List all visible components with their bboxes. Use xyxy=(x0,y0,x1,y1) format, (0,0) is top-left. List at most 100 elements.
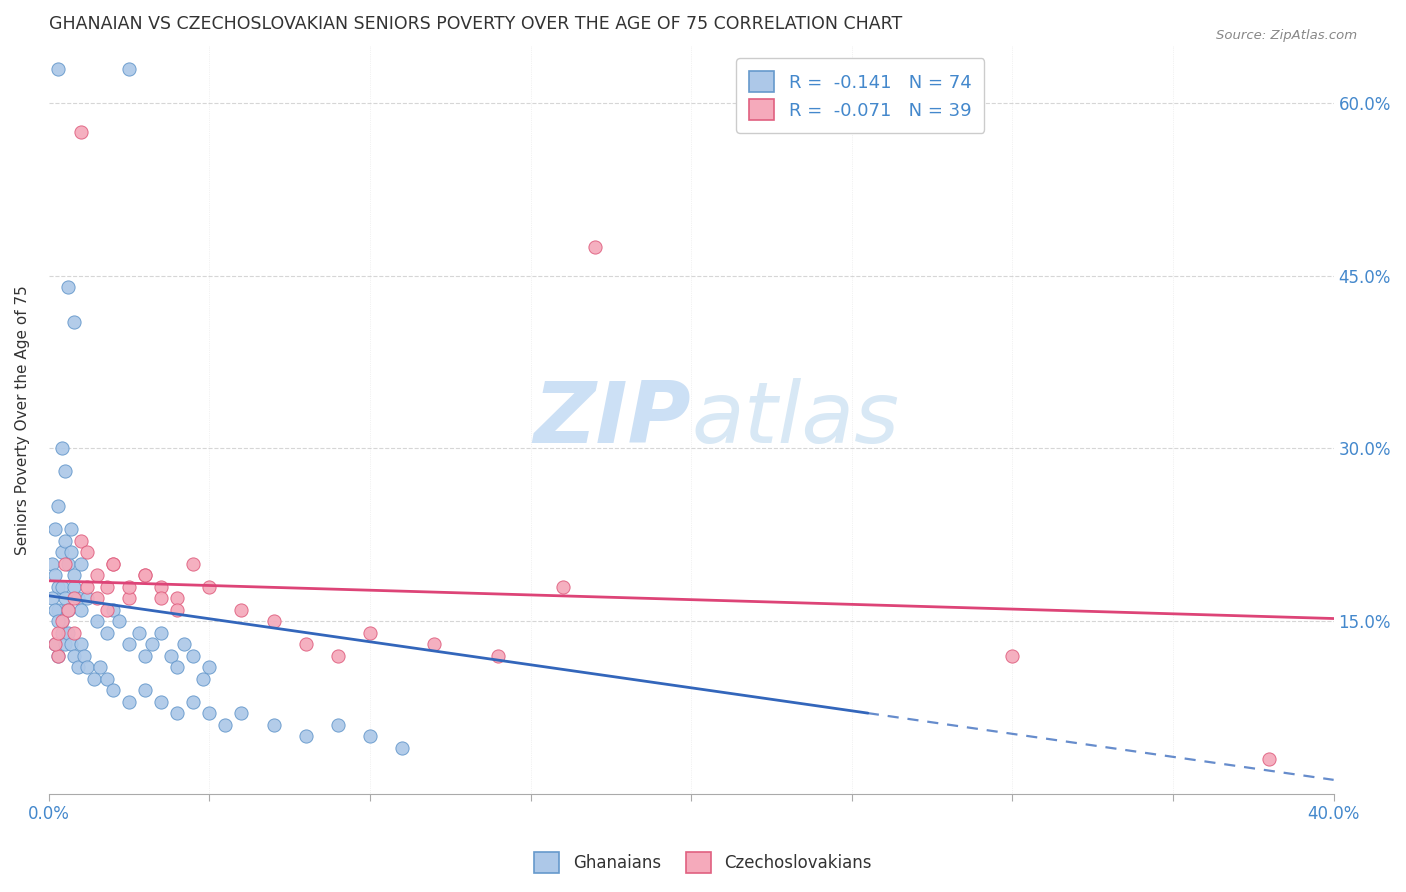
Point xyxy=(76,580,98,594)
Point xyxy=(198,580,221,594)
Point xyxy=(86,591,108,605)
Point xyxy=(108,614,131,628)
Point xyxy=(150,580,173,594)
Point xyxy=(44,568,66,582)
Point xyxy=(70,637,93,651)
Point xyxy=(41,557,63,571)
Point xyxy=(1001,648,1024,663)
Point xyxy=(181,695,204,709)
Point xyxy=(134,648,156,663)
Point xyxy=(48,614,70,628)
Point xyxy=(44,522,66,536)
Point xyxy=(1258,752,1281,766)
Y-axis label: Seniors Poverty Over the Age of 75: Seniors Poverty Over the Age of 75 xyxy=(15,285,30,555)
Point xyxy=(56,625,79,640)
Point xyxy=(96,602,118,616)
Point xyxy=(66,591,89,605)
Point xyxy=(166,706,188,720)
Point xyxy=(41,591,63,605)
Point xyxy=(134,568,156,582)
Point xyxy=(359,729,381,743)
Point xyxy=(63,580,86,594)
Point xyxy=(56,280,79,294)
Point xyxy=(83,672,105,686)
Point xyxy=(326,717,349,731)
Point xyxy=(583,240,606,254)
Point xyxy=(63,648,86,663)
Point xyxy=(76,545,98,559)
Point xyxy=(150,591,173,605)
Point xyxy=(63,315,86,329)
Point xyxy=(56,557,79,571)
Point xyxy=(60,637,83,651)
Point xyxy=(76,591,98,605)
Point xyxy=(56,602,79,616)
Point xyxy=(101,602,124,616)
Legend: Ghanaians, Czechoslovakians: Ghanaians, Czechoslovakians xyxy=(527,846,879,880)
Point xyxy=(118,591,141,605)
Point xyxy=(326,648,349,663)
Point xyxy=(166,660,188,674)
Point xyxy=(70,602,93,616)
Point xyxy=(51,545,73,559)
Point xyxy=(134,568,156,582)
Text: Source: ZipAtlas.com: Source: ZipAtlas.com xyxy=(1216,29,1357,42)
Point xyxy=(150,625,173,640)
Point xyxy=(70,125,93,139)
Point xyxy=(53,591,76,605)
Point xyxy=(263,614,285,628)
Point xyxy=(191,672,214,686)
Point xyxy=(48,580,70,594)
Point xyxy=(60,545,83,559)
Point xyxy=(53,533,76,548)
Point xyxy=(76,660,98,674)
Point xyxy=(60,522,83,536)
Point xyxy=(44,637,66,651)
Point xyxy=(51,614,73,628)
Point xyxy=(63,591,86,605)
Point xyxy=(44,637,66,651)
Point xyxy=(101,557,124,571)
Point xyxy=(48,648,70,663)
Point xyxy=(118,695,141,709)
Point xyxy=(391,740,413,755)
Point xyxy=(66,660,89,674)
Point xyxy=(294,637,316,651)
Point xyxy=(51,625,73,640)
Point xyxy=(96,580,118,594)
Point xyxy=(488,648,510,663)
Point xyxy=(89,660,111,674)
Point xyxy=(159,648,181,663)
Point xyxy=(118,62,141,76)
Point xyxy=(96,672,118,686)
Point xyxy=(70,533,93,548)
Point xyxy=(53,637,76,651)
Point xyxy=(63,568,86,582)
Text: ZIP: ZIP xyxy=(533,378,692,461)
Point xyxy=(231,706,253,720)
Point xyxy=(134,683,156,698)
Point xyxy=(48,625,70,640)
Point xyxy=(166,591,188,605)
Legend: R =  -0.141   N = 74, R =  -0.071   N = 39: R = -0.141 N = 74, R = -0.071 N = 39 xyxy=(737,59,984,133)
Text: GHANAIAN VS CZECHOSLOVAKIAN SENIORS POVERTY OVER THE AGE OF 75 CORRELATION CHART: GHANAIAN VS CZECHOSLOVAKIAN SENIORS POVE… xyxy=(49,15,903,33)
Point xyxy=(51,442,73,456)
Point xyxy=(53,557,76,571)
Point xyxy=(181,557,204,571)
Point xyxy=(86,568,108,582)
Point xyxy=(118,637,141,651)
Point xyxy=(48,648,70,663)
Point xyxy=(141,637,163,651)
Point xyxy=(101,557,124,571)
Point xyxy=(551,580,574,594)
Point xyxy=(51,614,73,628)
Point xyxy=(73,648,96,663)
Point xyxy=(56,602,79,616)
Point xyxy=(118,580,141,594)
Point xyxy=(294,729,316,743)
Point xyxy=(63,625,86,640)
Point xyxy=(96,625,118,640)
Point xyxy=(359,625,381,640)
Point xyxy=(48,499,70,513)
Point xyxy=(48,602,70,616)
